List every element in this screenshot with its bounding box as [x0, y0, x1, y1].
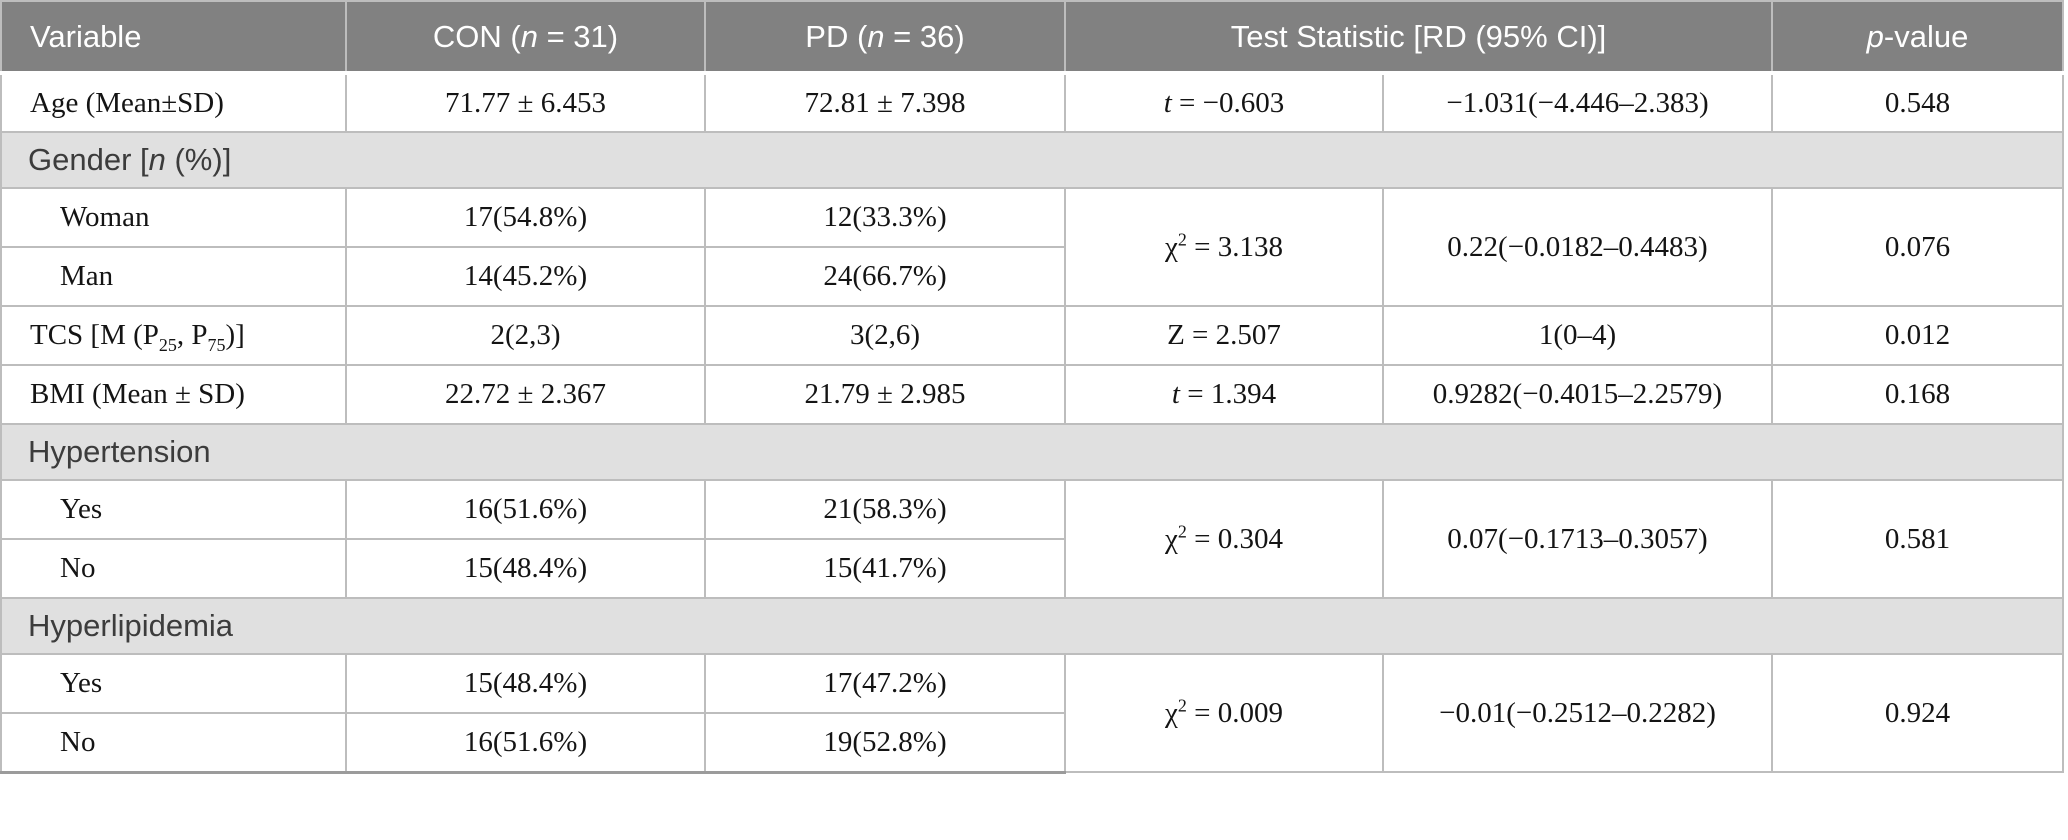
row-bmi: BMI (Mean ± SD) 22.72 ± 2.367 21.79 ± 2.… [0, 364, 2064, 425]
con-label-prefix: CON ( [432, 18, 521, 54]
cell-htn-stat: χ2 = 0.304 [1064, 479, 1384, 599]
cell-gender-section-label: Gender [n (%)] [0, 131, 2064, 189]
cell-bmi-p: 0.168 [1771, 364, 2064, 425]
age-stat-value: = −0.603 [1171, 86, 1285, 119]
cell-gender-stat: χ2 = 3.138 [1064, 187, 1384, 307]
tcs-label-part2: , P [176, 319, 208, 351]
gender-stat-value: = 3.138 [1186, 230, 1283, 263]
cell-tcs-pd: 3(2,6) [704, 305, 1066, 366]
cell-man-con: 14(45.2%) [345, 246, 706, 307]
italic-t: t [1163, 86, 1172, 119]
row-hypertension-section: Hypertension [0, 423, 2064, 481]
row-tcs: TCS [M (P25, P75)] 2(2,3) 3(2,6) Z = 2.5… [0, 305, 2064, 366]
row-age: Age (Mean±SD) 71.77 ± 6.453 72.81 ± 7.39… [0, 72, 2064, 133]
con-label-suffix: = 31) [537, 18, 619, 54]
chi-symbol: χ [1165, 230, 1178, 263]
htn-stat-value: = 0.304 [1186, 522, 1283, 555]
column-header-variable: Variable [0, 0, 347, 75]
italic-p: p [1866, 18, 1884, 54]
italic-n: n [148, 142, 166, 177]
cell-man-label: Man [0, 246, 347, 307]
italic-n: n [867, 18, 885, 54]
cell-htn-yes-pd: 21(58.3%) [704, 479, 1066, 540]
italic-t: t [1171, 378, 1180, 410]
hld-stat-value: = 0.009 [1186, 696, 1283, 729]
cell-hld-yes-con: 15(48.4%) [345, 653, 706, 714]
cell-hld-rd: −0.01(−0.2512–0.2282) [1382, 653, 1773, 773]
cell-htn-p: 0.581 [1771, 479, 2064, 599]
cell-age-stat: t = −0.603 [1064, 72, 1384, 133]
cell-age-rd: −1.031(−4.446–2.383) [1382, 72, 1773, 133]
cell-age-con: 71.77 ± 6.453 [345, 72, 706, 133]
row-man: Man 14(45.2%) 24(66.7%) [0, 246, 2063, 307]
row-hyperlipidemia-section: Hyperlipidemia [0, 597, 2064, 655]
row-hypertension-yes: Yes 16(51.6%) 21(58.3%) χ2 = 0.304 0.07(… [0, 479, 2064, 599]
column-header-p-value: p-value [1771, 0, 2064, 75]
cell-htn-no-pd: 15(41.7%) [704, 538, 1066, 599]
cell-age-p: 0.548 [1771, 72, 2064, 133]
row-gender-section: Gender [n (%)] [0, 131, 2064, 189]
cell-bmi-con: 22.72 ± 2.367 [345, 364, 706, 425]
cell-htn-no-label: No [0, 538, 347, 599]
cell-tcs-p: 0.012 [1771, 305, 2064, 366]
pd-label-prefix: PD ( [805, 18, 868, 54]
tcs-label-part1: TCS [M (P [30, 319, 159, 351]
bmi-stat-value: = 1.394 [1179, 378, 1277, 410]
row-hyperlipidemia-no: No 16(51.6%) 19(52.8%) [0, 712, 2063, 774]
subscript-25: 25 [158, 334, 177, 355]
cell-bmi-label: BMI (Mean ± SD) [0, 364, 347, 425]
cell-tcs-stat: Z = 2.507 [1064, 305, 1384, 366]
pd-label-suffix: = 36) [884, 18, 965, 54]
cell-gender-rd: 0.22(−0.0182–0.4483) [1382, 187, 1773, 307]
cell-bmi-rd: 0.9282(−0.4015–2.2579) [1382, 364, 1773, 425]
chi-exponent: 2 [1177, 694, 1187, 715]
cell-hld-no-con: 16(51.6%) [345, 712, 706, 774]
gender-label-prefix: Gender [ [28, 142, 149, 177]
chi-exponent: 2 [1177, 520, 1187, 541]
header-row: Variable CON (n = 31) PD (n = 36) Test S… [0, 0, 2064, 75]
cell-age-pd: 72.81 ± 7.398 [704, 72, 1066, 133]
cell-hld-yes-label: Yes [0, 653, 347, 714]
column-header-pd: PD (n = 36) [704, 0, 1066, 75]
p-value-label-suffix: -value [1883, 18, 1969, 54]
participant-characteristics-table: Variable CON (n = 31) PD (n = 36) Test S… [0, 0, 2064, 774]
cell-man-pd: 24(66.7%) [704, 246, 1066, 307]
cell-htn-rd: 0.07(−0.1713–0.3057) [1382, 479, 1773, 599]
cell-hld-stat: χ2 = 0.009 [1064, 653, 1384, 773]
cell-gender-p: 0.076 [1771, 187, 2064, 307]
cell-hld-no-label: No [0, 712, 347, 774]
gender-label-suffix: (%)] [165, 142, 232, 177]
cell-woman-label: Woman [0, 187, 347, 248]
column-header-con: CON (n = 31) [345, 0, 706, 75]
chi-symbol: χ [1165, 522, 1178, 555]
cell-age-label: Age (Mean±SD) [0, 72, 347, 133]
subscript-75: 75 [207, 334, 226, 355]
cell-hld-p: 0.924 [1771, 653, 2064, 773]
row-hyperlipidemia-yes: Yes 15(48.4%) 17(47.2%) χ2 = 0.009 −0.01… [0, 653, 2064, 773]
cell-hld-yes-pd: 17(47.2%) [704, 653, 1066, 714]
cell-tcs-con: 2(2,3) [345, 305, 706, 366]
cell-htn-yes-label: Yes [0, 479, 347, 540]
cell-hyperlipidemia-section-label: Hyperlipidemia [0, 597, 2064, 655]
cell-bmi-stat: t = 1.394 [1064, 364, 1384, 425]
column-header-test-statistic: Test Statistic [RD (95% CI)] [1064, 0, 1773, 75]
italic-n: n [520, 18, 538, 54]
cell-tcs-label: TCS [M (P25, P75)] [0, 305, 347, 366]
chi-exponent: 2 [1177, 228, 1187, 249]
cell-tcs-rd: 1(0–4) [1382, 305, 1773, 366]
row-hypertension-no: No 15(48.4%) 15(41.7%) [0, 538, 2063, 599]
cell-htn-yes-con: 16(51.6%) [345, 479, 706, 540]
cell-woman-con: 17(54.8%) [345, 187, 706, 248]
cell-woman-pd: 12(33.3%) [704, 187, 1066, 248]
tcs-label-part3: )] [225, 319, 245, 351]
cell-bmi-pd: 21.79 ± 2.985 [704, 364, 1066, 425]
chi-symbol: χ [1165, 696, 1178, 729]
cell-hypertension-section-label: Hypertension [0, 423, 2064, 481]
cell-hld-no-pd: 19(52.8%) [704, 712, 1066, 774]
cell-htn-no-con: 15(48.4%) [345, 538, 706, 599]
row-woman: Woman 17(54.8%) 12(33.3%) χ2 = 3.138 0.2… [0, 187, 2064, 307]
